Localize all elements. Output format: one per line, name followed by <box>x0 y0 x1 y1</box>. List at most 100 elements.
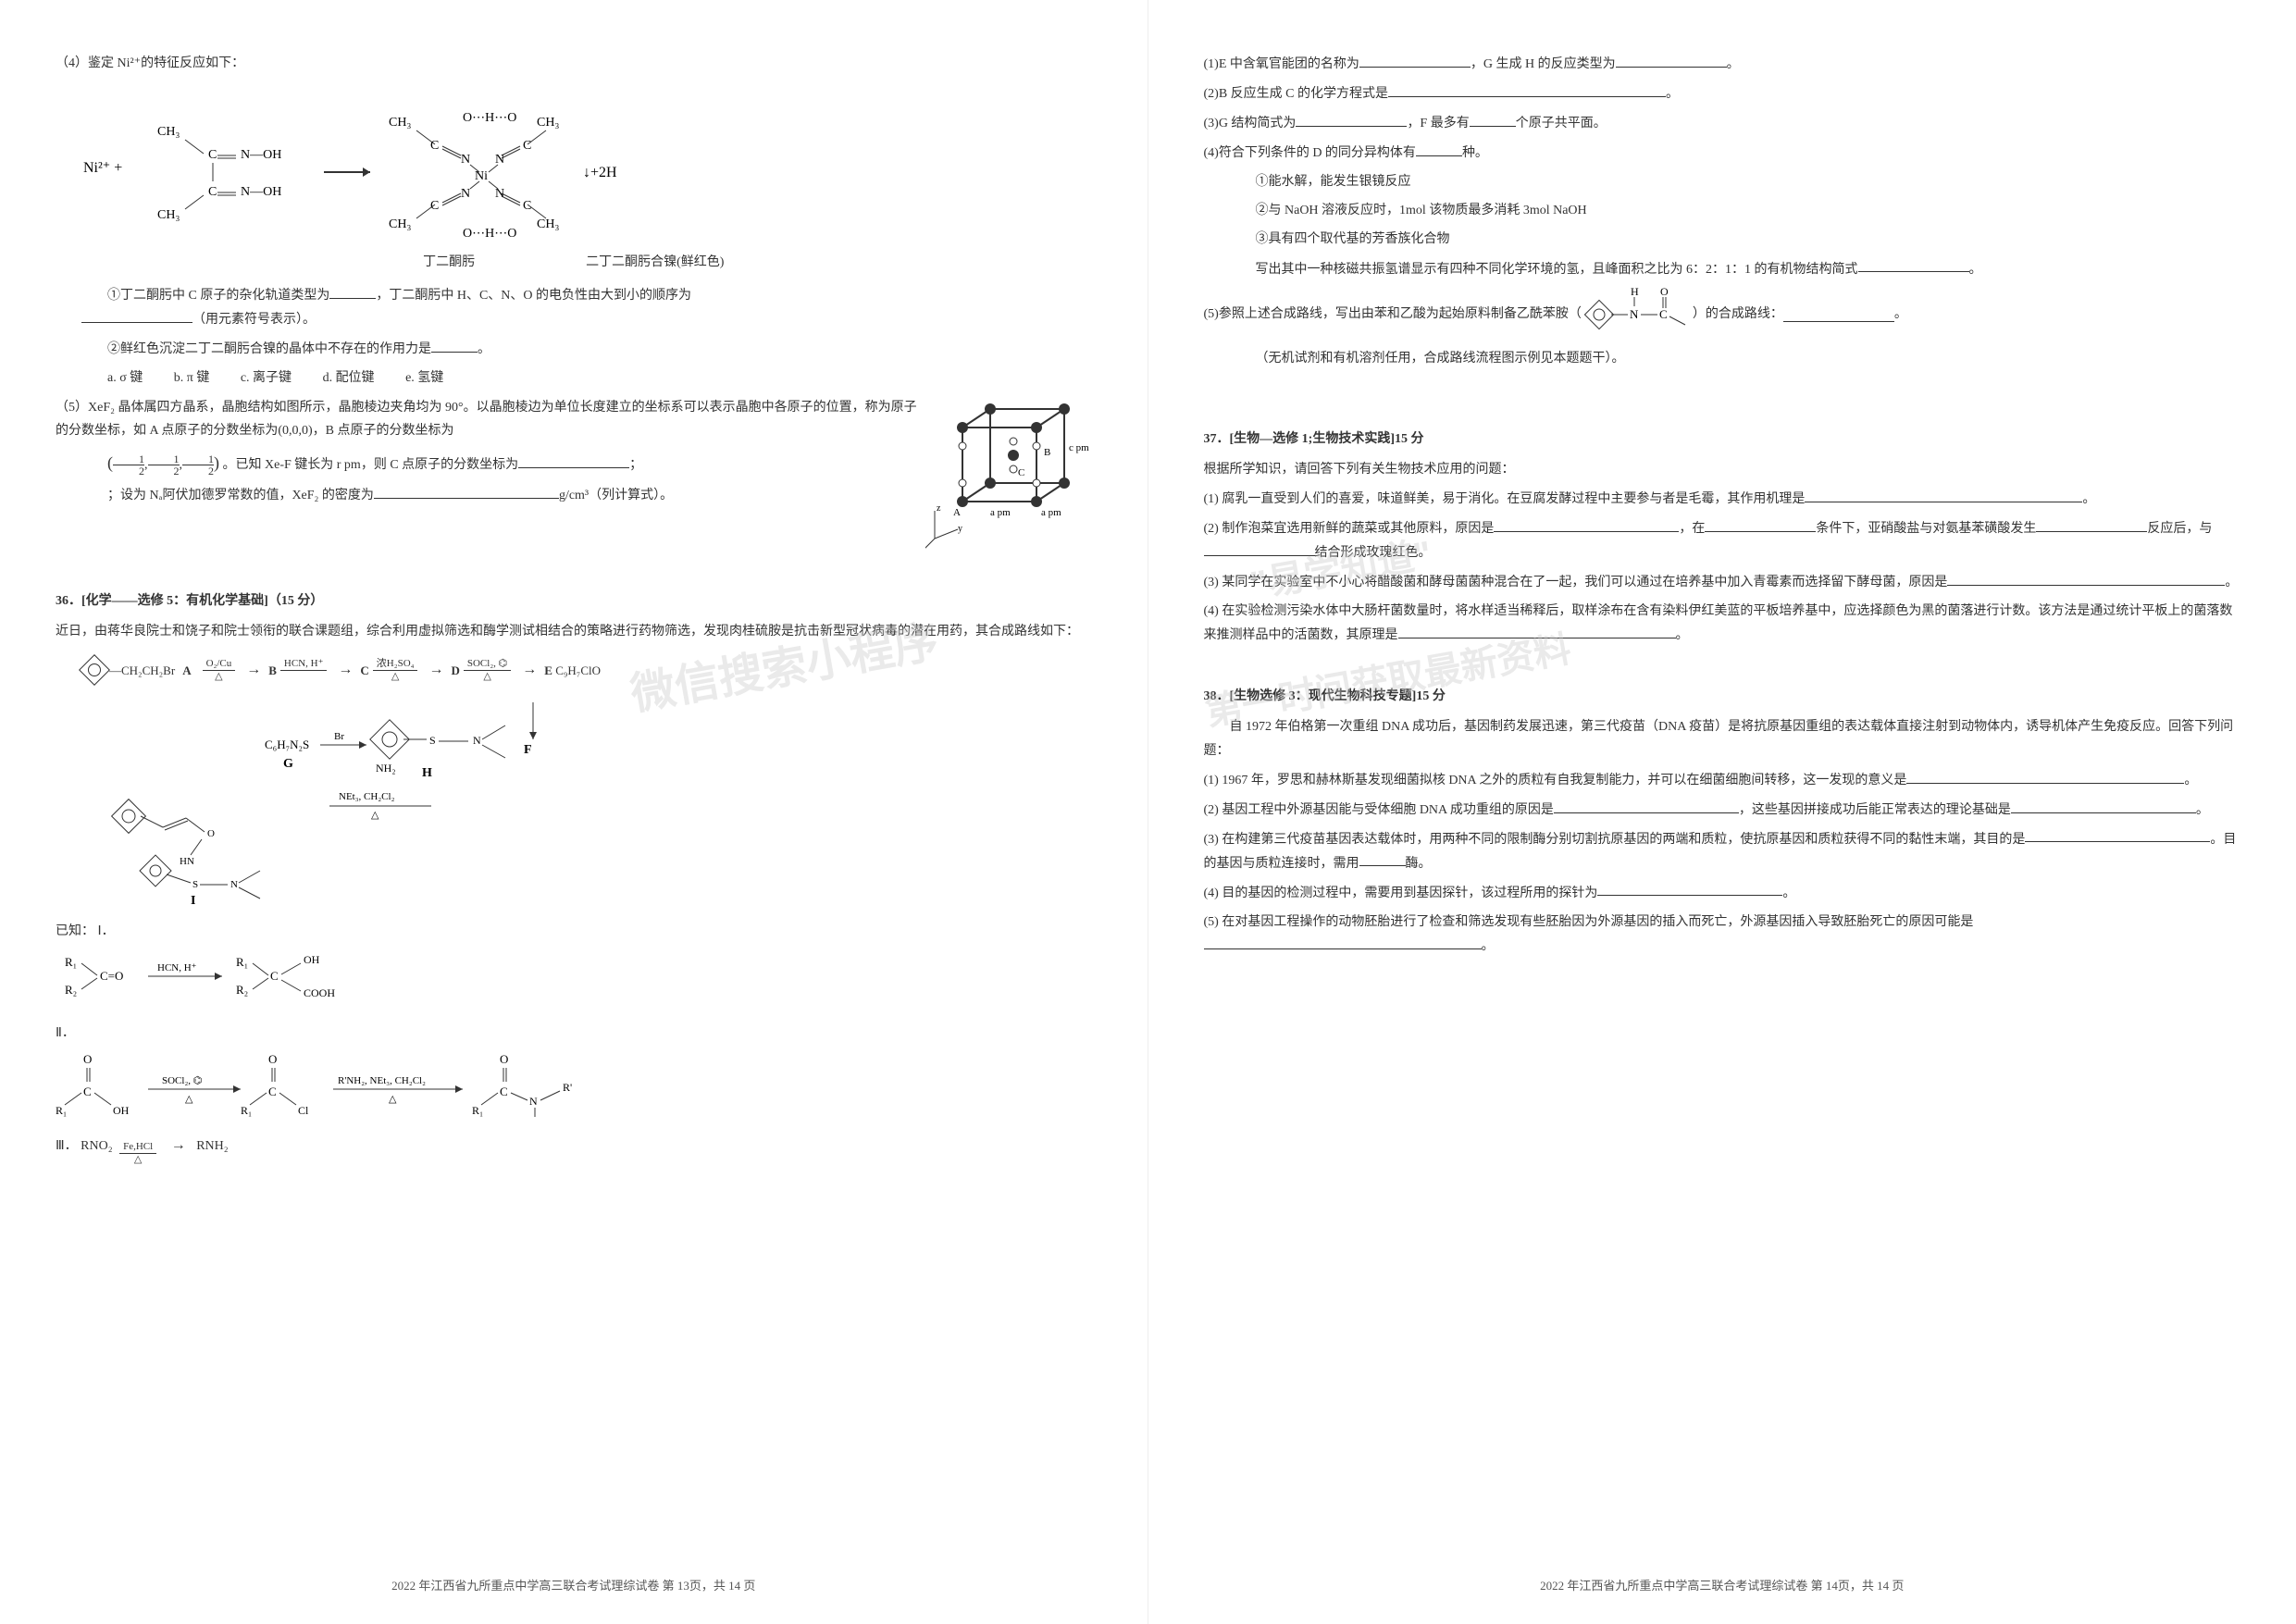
q38-intro: 自 1972 年伯格第一次重组 DNA 成功后，基因制药发展迅速，第三代疫苗（D… <box>1204 715 2241 762</box>
svg-text:C: C <box>500 1085 508 1098</box>
r-q2a: (2)B 反应生成 C 的化学方程式是 <box>1204 87 1389 101</box>
q38-s2b: ，这些基因拼接成功后能正常表达的理论基础是 <box>1739 803 2011 817</box>
known2: Ⅱ． O C R₁ OH SOCl₂, ⌬ △ O C R₁ Cl R'NH₂,… <box>56 1022 1092 1119</box>
q37-s2d: 反应后，与 <box>2147 522 2212 536</box>
r-q3: (3)G 结构简式为，F 最多有个原子共平面。 <box>1204 111 2241 135</box>
q37-s2c: 条件下，亚硝酸盐与对氨基苯磺酸发生 <box>1816 522 2036 536</box>
svg-text:O: O <box>83 1052 92 1066</box>
svg-text:SOCl₂, ⌬: SOCl₂, ⌬ <box>162 1075 202 1086</box>
svg-text:A: A <box>953 507 961 518</box>
svg-text:R₁: R₁ <box>241 1104 252 1117</box>
q38-s1: (1) 1967 年，罗思和赫林斯基发现细菌拟核 DNA 之外的质粒有自我复制能… <box>1204 768 2241 792</box>
opt-d: d. 配位键 <box>323 371 375 385</box>
svg-text:N: N <box>461 187 470 201</box>
q37-s1b: 。 <box>2082 492 2095 506</box>
q5-intro-text: （5）XeF₂ 晶体属四方晶系，晶胞结构如图所示，晶胞棱边夹角均为 90°。以晶… <box>56 401 917 438</box>
svg-text:△: △ <box>389 1094 397 1105</box>
svg-text:N: N <box>495 187 504 201</box>
svg-text:Ni: Ni <box>475 169 488 183</box>
q5-subb: ；设为 Nₐ阿伏加德罗常数的值，XeF₂ 的密度为 <box>107 489 374 502</box>
r-q4-c4: 写出其中一种核磁共振氢谱显示有四种不同化学环境的氢，且峰面积之比为 6：2：1：… <box>1204 257 2241 281</box>
lattice-diagram: B C A c pm a pm a pm z y x <box>925 391 1092 576</box>
q4-intro: （4）鉴定 Ni²⁺的特征反应如下： <box>56 52 1092 75</box>
r-q1b: ，G 生成 H 的反应类型为 <box>1471 57 1616 71</box>
known1-label: Ⅰ． <box>98 924 115 938</box>
q37-intro: 根据所学知识，请回答下列有关生物技术应用的问题： <box>1204 458 2241 481</box>
q38-s5: (5) 在对基因工程操作的动物胚胎进行了检查和筛选发现有些胚胎因为外源基因的插入… <box>1204 911 2241 958</box>
svg-text:R₁: R₁ <box>236 955 248 969</box>
q5-suba: 。已知 Xe-F 键长为 r pm，则 C 点原子的分数坐标为 <box>223 458 519 472</box>
svg-text:CH₃: CH₃ <box>389 116 411 130</box>
svg-text:O: O <box>1660 286 1669 298</box>
svg-text:H: H <box>1631 286 1639 298</box>
known-label: 已知： <box>56 924 94 938</box>
q37-s3b: 。 <box>2225 576 2238 589</box>
acetanilide-structure: N H C O <box>1582 286 1693 341</box>
known3: Ⅲ． RNO₂ Fe,HCl△ → RNH₂ <box>56 1133 1092 1166</box>
q4-sub2: ②鲜红色沉淀二丁二酮肟合镍的晶体中不存在的作用力是。 <box>56 337 1092 361</box>
q38-s3c: 酶。 <box>1406 856 1432 870</box>
q38-s5b: 。 <box>1482 939 1495 953</box>
r-q4-c1: ①能水解，能发生银镜反应 <box>1204 170 2241 193</box>
svg-text:Ni²⁺ +: Ni²⁺ + <box>83 160 122 176</box>
svg-text:z: z <box>937 503 941 514</box>
q38-s4b: 。 <box>1782 886 1795 899</box>
svg-text:C: C <box>83 1085 92 1098</box>
reaction-scheme: —CH₂CH₂Br A O₂/Cu△ →B HCN, H⁺ →C 浓H₂SO₄△… <box>56 657 1092 906</box>
r-q1: (1)E 中含氧官能团的名称为，G 生成 H 的反应类型为。 <box>1204 52 2241 76</box>
svg-text:↓+2H: ↓+2H <box>583 165 617 180</box>
q4-sub1-text: ①丁二酮肟中 C 原子的杂化轨道类型为 <box>107 289 329 303</box>
svg-text:CH₃: CH₃ <box>537 217 559 231</box>
svg-text:C: C <box>430 139 439 153</box>
q36-title: 36．[化学——选修 5：有机化学基础]（15 分） <box>56 589 1092 613</box>
r-q5-note: （无机试剂和有机溶剂任用，合成路线流程图示例见本题题干）。 <box>1204 347 2241 370</box>
svg-text:a pm: a pm <box>1041 507 1061 518</box>
reaction-svg: Ni²⁺ + CH₃ C N—OH C N—OH CH₃ CH₃ CH₃ CH₃… <box>56 84 703 251</box>
svg-text:C: C <box>208 185 217 199</box>
r-q4-c2: ②与 NaOH 溶液反应时，1mol 该物质最多消耗 3mol NaOH <box>1204 199 2241 222</box>
r-q1a: (1)E 中含氧官能团的名称为 <box>1204 57 1359 71</box>
svg-text:C: C <box>270 969 279 983</box>
q5-intro: （5）XeF₂ 晶体属四方晶系，晶胞结构如图所示，晶胞棱边夹角均为 90°。以晶… <box>56 396 925 442</box>
q37-s4a: (4) 在实验检测污染水体中大肠杆菌数量时，将水样适当稀释后，取样涂布在含有染料… <box>1204 604 2233 642</box>
q38-s4a: (4) 目的基因的检测过程中，需要用到基因探针，该过程所用的探针为 <box>1204 886 1598 899</box>
q5-coord-line: (12,12,12) 。已知 Xe-F 键长为 r pm，则 C 点原子的分数坐… <box>56 448 925 477</box>
page-left: （4）鉴定 Ni²⁺的特征反应如下： Ni²⁺ + CH₃ C N—OH C N… <box>0 0 1148 1624</box>
svg-text:N: N <box>529 1095 538 1108</box>
svg-text:C: C <box>208 148 217 162</box>
svg-text:N: N <box>230 879 238 890</box>
r-q4: (4)符合下列条件的 D 的同分异构体有种。 <box>1204 141 2241 165</box>
q38-s2a: (2) 基因工程中外源基因能与受体细胞 DNA 成功重组的原因是 <box>1204 803 1554 817</box>
svg-text:C: C <box>1659 307 1668 321</box>
svg-text:O⋯H⋯O: O⋯H⋯O <box>463 227 516 241</box>
q5-subc: g/cm³（列计算式）。 <box>559 489 673 502</box>
svg-text:CH₃: CH₃ <box>389 217 411 231</box>
compound-name-1: 丁二酮肟 <box>423 251 475 274</box>
svg-text:H: H <box>422 766 432 780</box>
q37-s2b: ，在 <box>1679 522 1705 536</box>
svg-text:c pm: c pm <box>1069 442 1089 453</box>
opt-e: e. 氢键 <box>405 371 443 385</box>
q37-s1: (1) 腐乳一直受到人们的喜爱，味道鲜美，易于消化。在豆腐发酵过程中主要参与者是… <box>1204 487 2241 511</box>
chem-reaction-diagram: Ni²⁺ + CH₃ C N—OH C N—OH CH₃ CH₃ CH₃ CH₃… <box>56 84 1092 274</box>
svg-text:N: N <box>461 153 470 167</box>
svg-text:COOH: COOH <box>304 986 335 999</box>
q38-s3: (3) 在构建第三代疫苗基因表达载体时，用两种不同的限制酶分别切割抗原基因的两端… <box>1204 827 2241 875</box>
known-section: 已知： Ⅰ． R₁ R₂ C=O HCN, H⁺ R₁ R₂ C OH COOH <box>56 920 1092 1008</box>
svg-text:N: N <box>473 734 481 747</box>
opt-b: b. π 键 <box>174 371 210 385</box>
svg-text:O: O <box>268 1052 277 1066</box>
svg-text:S: S <box>429 734 436 747</box>
q38-s3a: (3) 在构建第三代疫苗基因表达载体时，用两种不同的限制酶分别切割抗原基因的两端… <box>1204 832 2026 846</box>
q38-s1b: 。 <box>2184 774 2197 787</box>
r-q5c: 。 <box>1894 303 1907 326</box>
page-right: (1)E 中含氧官能团的名称为 ，G 生成 H 的反应类型为。 (2)B 反应生成… <box>1148 0 2296 1624</box>
r-q3b: ，F 最多有 <box>1407 117 1469 130</box>
q37-s4b: 。 <box>1676 628 1689 642</box>
svg-text:C: C <box>268 1085 277 1098</box>
svg-text:R₂: R₂ <box>236 983 248 997</box>
svg-text:CH₃: CH₃ <box>157 208 180 222</box>
svg-text:F: F <box>524 743 532 757</box>
svg-text:C: C <box>523 199 531 213</box>
q5-row: （5）XeF₂ 晶体属四方晶系，晶胞结构如图所示，晶胞棱边夹角均为 90°。以晶… <box>56 391 1092 576</box>
